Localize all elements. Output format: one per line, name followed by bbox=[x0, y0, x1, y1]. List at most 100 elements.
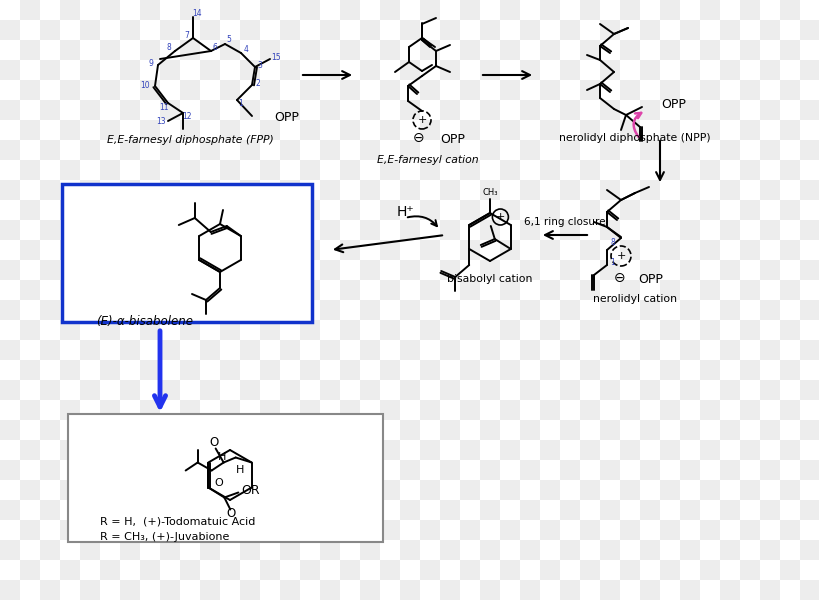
Bar bbox=[799, 300, 819, 320]
Bar bbox=[519, 340, 540, 360]
Bar bbox=[400, 60, 419, 80]
Bar bbox=[279, 300, 300, 320]
Bar bbox=[779, 440, 799, 460]
Bar bbox=[739, 480, 759, 500]
Bar bbox=[619, 560, 639, 580]
Bar bbox=[120, 420, 140, 440]
Bar bbox=[240, 300, 260, 320]
Bar bbox=[479, 540, 500, 560]
Bar bbox=[440, 340, 459, 360]
Bar bbox=[500, 320, 519, 340]
Bar bbox=[60, 360, 80, 380]
Bar bbox=[639, 540, 659, 560]
Bar bbox=[140, 280, 160, 300]
Bar bbox=[300, 120, 319, 140]
Bar bbox=[140, 560, 160, 580]
Bar bbox=[80, 420, 100, 440]
Bar bbox=[519, 220, 540, 240]
Bar bbox=[459, 160, 479, 180]
Bar bbox=[260, 360, 279, 380]
Bar bbox=[0, 540, 20, 560]
Bar bbox=[200, 260, 219, 280]
Bar bbox=[140, 360, 160, 380]
Bar bbox=[20, 200, 40, 220]
Bar bbox=[319, 580, 340, 600]
Bar bbox=[400, 460, 419, 480]
Bar bbox=[319, 20, 340, 40]
Bar bbox=[279, 340, 300, 360]
Bar bbox=[300, 0, 319, 20]
Bar bbox=[300, 80, 319, 100]
Bar bbox=[579, 360, 600, 380]
Bar bbox=[719, 220, 739, 240]
Bar bbox=[440, 540, 459, 560]
Bar bbox=[579, 280, 600, 300]
Bar bbox=[540, 560, 559, 580]
Bar bbox=[160, 340, 180, 360]
Bar bbox=[799, 580, 819, 600]
Text: E,E-farnesyl diphosphate (FPP): E,E-farnesyl diphosphate (FPP) bbox=[106, 135, 273, 145]
Bar bbox=[200, 580, 219, 600]
Bar bbox=[379, 240, 400, 260]
Bar bbox=[160, 300, 180, 320]
Bar bbox=[40, 180, 60, 200]
Bar bbox=[219, 280, 240, 300]
Bar bbox=[459, 520, 479, 540]
Bar bbox=[40, 100, 60, 120]
Bar bbox=[80, 20, 100, 40]
Bar bbox=[559, 140, 579, 160]
Bar bbox=[619, 120, 639, 140]
Bar bbox=[440, 140, 459, 160]
Bar bbox=[479, 60, 500, 80]
Bar bbox=[40, 380, 60, 400]
Bar bbox=[20, 280, 40, 300]
Bar bbox=[639, 220, 659, 240]
Bar bbox=[479, 300, 500, 320]
Bar bbox=[340, 120, 360, 140]
Bar bbox=[260, 400, 279, 420]
Bar bbox=[279, 20, 300, 40]
Bar bbox=[459, 240, 479, 260]
Text: ⊖: ⊖ bbox=[613, 271, 624, 285]
Bar bbox=[360, 500, 379, 520]
Bar bbox=[459, 560, 479, 580]
Bar bbox=[340, 520, 360, 540]
Bar bbox=[80, 180, 100, 200]
Bar bbox=[600, 540, 619, 560]
Bar bbox=[240, 340, 260, 360]
Bar bbox=[180, 160, 200, 180]
Bar bbox=[219, 240, 240, 260]
Text: 1: 1 bbox=[610, 259, 614, 268]
Text: 1: 1 bbox=[238, 100, 243, 109]
Bar bbox=[140, 200, 160, 220]
Bar bbox=[699, 280, 719, 300]
Bar bbox=[219, 120, 240, 140]
Bar bbox=[639, 500, 659, 520]
Bar bbox=[300, 480, 319, 500]
Bar bbox=[379, 280, 400, 300]
Bar bbox=[360, 460, 379, 480]
Bar bbox=[120, 140, 140, 160]
Bar bbox=[260, 320, 279, 340]
Bar bbox=[699, 440, 719, 460]
Bar bbox=[100, 560, 120, 580]
Bar bbox=[400, 340, 419, 360]
Bar bbox=[440, 580, 459, 600]
Bar bbox=[160, 500, 180, 520]
Bar bbox=[639, 60, 659, 80]
Bar bbox=[600, 300, 619, 320]
Bar bbox=[40, 340, 60, 360]
Bar bbox=[60, 280, 80, 300]
Bar bbox=[500, 480, 519, 500]
Bar bbox=[419, 560, 440, 580]
Bar bbox=[440, 20, 459, 40]
Bar bbox=[340, 400, 360, 420]
Bar bbox=[260, 560, 279, 580]
Bar bbox=[419, 280, 440, 300]
Bar bbox=[20, 80, 40, 100]
Bar bbox=[779, 240, 799, 260]
Bar bbox=[100, 320, 120, 340]
Bar bbox=[0, 300, 20, 320]
Bar bbox=[300, 160, 319, 180]
Text: 8: 8 bbox=[610, 238, 614, 247]
